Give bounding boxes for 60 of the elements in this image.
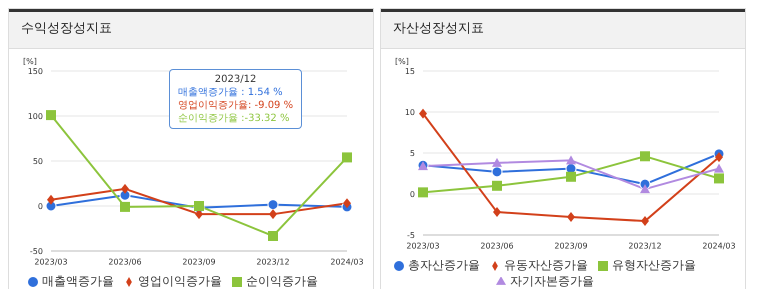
x-tick-label: 2023/06	[480, 242, 514, 251]
legend-label: 순이익증가율	[246, 274, 318, 288]
annotation: 순이익증가율 :-33.32 %	[178, 112, 290, 125]
annotation: 2023/12	[214, 73, 258, 86]
chart-title: 수익성장성지표	[9, 9, 373, 49]
y-tick-label: 0	[410, 190, 415, 199]
point	[269, 209, 277, 220]
point	[492, 166, 502, 178]
annotation: 매출액증가율 : 1.54 %	[178, 86, 284, 99]
y-tick-label: -50	[30, 246, 43, 256]
point	[46, 110, 56, 120]
point	[268, 230, 278, 241]
y-tick-label: 150	[28, 66, 43, 76]
legend-label: 총자산증가율	[408, 258, 480, 272]
point	[418, 187, 428, 198]
point	[714, 164, 724, 173]
x-tick-label: 2023/03	[34, 258, 68, 267]
y-tick-label: 5	[410, 148, 415, 158]
point	[121, 184, 129, 194]
legend-label: 자기자본증가율	[510, 274, 594, 288]
annotation: 영업이익증가율: -9.09 %	[178, 99, 294, 112]
legend-label: 유형자산증가율	[612, 258, 696, 272]
point	[343, 198, 351, 208]
y-axis-title: [%]	[395, 57, 409, 66]
y-tick-label: 100	[28, 112, 43, 121]
point	[715, 152, 723, 162]
x-tick-label: 2023/12	[256, 258, 290, 267]
y-axis-title: [%]	[23, 57, 37, 66]
point	[268, 199, 278, 210]
point	[120, 202, 130, 212]
point	[47, 194, 55, 205]
point	[567, 212, 575, 222]
x-tick-label: 2024/03	[702, 242, 736, 251]
point	[493, 207, 501, 218]
y-tick-label: 15	[404, 66, 415, 76]
point	[492, 158, 502, 167]
point	[640, 184, 650, 194]
y-tick-label: 10	[404, 108, 415, 117]
point	[194, 201, 204, 211]
point	[419, 108, 427, 119]
x-tick-label: 2024/03	[330, 258, 364, 267]
y-tick-label: 0	[38, 202, 43, 211]
x-tick-label: 2023/09	[554, 242, 588, 251]
y-tick-label: -5	[407, 230, 415, 240]
point	[342, 152, 352, 162]
x-tick-label: 2023/12	[628, 242, 662, 251]
point	[714, 173, 724, 184]
point	[566, 155, 576, 164]
point	[641, 216, 649, 226]
point	[640, 151, 650, 162]
y-tick-label: 50	[32, 156, 43, 166]
chart-title: 자산성장성지표	[381, 9, 745, 49]
x-tick-label: 2023/03	[406, 242, 440, 251]
legend-label: 매출액증가율	[42, 274, 114, 288]
point	[492, 180, 502, 191]
legend-label: 유동자산증가율	[504, 258, 588, 272]
x-tick-label: 2023/06	[108, 258, 142, 267]
point	[566, 172, 576, 182]
legend-label: 영업이익증가율	[138, 274, 222, 288]
x-tick-label: 2023/09	[182, 258, 216, 267]
